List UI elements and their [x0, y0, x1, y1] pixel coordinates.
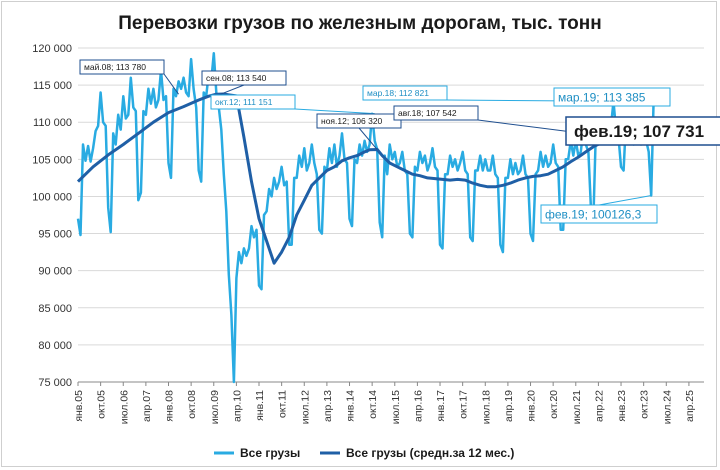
annotation-leader	[294, 108, 375, 115]
y-tick-label: 85 000	[38, 303, 72, 315]
legend-label-all: Все грузы	[240, 446, 300, 460]
y-tick-label: 75 000	[38, 377, 72, 389]
annotation-box	[553, 87, 671, 107]
y-tick-label: 80 000	[38, 340, 72, 352]
x-tick-label: окт.05	[96, 390, 108, 419]
annotation-label: мар.19; 113 385	[558, 90, 646, 104]
annotation-leader	[163, 73, 179, 95]
x-tick-label: окт.23	[639, 390, 651, 419]
x-tick-label: янв.11	[254, 390, 266, 421]
annotation-label: сен.08; 113 540	[206, 73, 267, 83]
x-tick-label: янв.05	[73, 390, 85, 422]
x-tick-label: янв.23	[616, 390, 628, 422]
y-tick-label: 90 000	[38, 266, 72, 278]
x-tick-label: июл.24	[661, 390, 673, 424]
y-tick-label: 115 000	[33, 80, 72, 92]
annotation-label: фев.19; 100126,3	[545, 207, 642, 221]
annotation-label: окт.12; 111 151	[215, 97, 273, 107]
annotation-leader	[598, 195, 652, 206]
x-tick-label: апр.13	[322, 390, 334, 422]
annotation-label: ноя.12; 106 320	[321, 116, 383, 126]
x-tick-label: окт.14	[367, 390, 379, 419]
y-tick-label: 120 000	[32, 43, 72, 55]
annotation-box	[79, 59, 165, 75]
annotation-label: май.08; 113 780	[84, 62, 146, 72]
y-tick-label: 95 000	[38, 229, 72, 241]
x-tick-label: апр.25	[684, 390, 696, 422]
x-tick-label: янв.14	[345, 390, 357, 422]
x-tick-label: апр.10	[231, 390, 243, 422]
y-tick-label: 110 000	[33, 117, 72, 129]
annotation-label: авг.18; 107 542	[398, 108, 457, 118]
annotation-box	[210, 94, 296, 110]
y-tick-label: 100 000	[32, 191, 72, 203]
x-tick-label: июл.18	[480, 390, 492, 424]
annotation-box	[201, 70, 287, 86]
x-tick-label: окт.20	[548, 390, 560, 419]
y-axis-ticks: 75 000 80 000 85 000 90 000 95 000 100 000 105…	[32, 43, 72, 389]
annotations: май.08; 113 780 сен.08; 113 540 окт.12; 11…	[79, 59, 720, 224]
chart-title: Перевозки грузов по железным дорогам, ты…	[118, 13, 601, 34]
legend-label-avg: Все грузы (средн.за 12 мес.)	[346, 446, 514, 460]
annotation-leader	[216, 84, 245, 97]
x-tick-label: янв.08	[164, 390, 176, 422]
annotation-box	[316, 113, 402, 129]
annotation-label: фев.19; 107 731	[574, 122, 704, 141]
x-tick-label: июл.15	[390, 390, 402, 424]
x-tick-label: июл.21	[571, 390, 583, 424]
x-tick-label: июл.09	[209, 390, 221, 424]
series-line-all-cargo	[76, 51, 655, 384]
annotation-box	[362, 85, 448, 101]
x-tick-label: июл.12	[299, 390, 311, 424]
x-tick-label: окт.08	[186, 390, 198, 419]
x-tick-label: апр.22	[593, 390, 605, 422]
x-axis-ticks: янв.05 окт.05 июл.06 апр.07 янв.08 окт.08 июл.…	[73, 382, 696, 424]
y-tick-label: 105 000	[32, 154, 72, 166]
x-tick-label: апр.07	[141, 390, 153, 422]
annotation-box	[565, 116, 720, 146]
annotation-label: мар.18; 112 821	[367, 88, 429, 98]
x-tick-label: апр.19	[503, 390, 515, 422]
x-tick-label: апр.16	[412, 390, 424, 422]
annotation-leader	[358, 127, 378, 150]
x-tick-label: янв.20	[526, 390, 538, 422]
x-tick-label: окт.11	[277, 390, 289, 418]
x-tick-label: июл.06	[118, 390, 130, 424]
annotation-box	[540, 204, 658, 224]
annotation-box	[393, 105, 479, 121]
x-tick-label: окт.17	[458, 390, 470, 419]
legend: Все грузы Все грузы (средн.за 12 мес.)	[214, 446, 514, 460]
x-tick-label: янв.17	[435, 390, 447, 422]
